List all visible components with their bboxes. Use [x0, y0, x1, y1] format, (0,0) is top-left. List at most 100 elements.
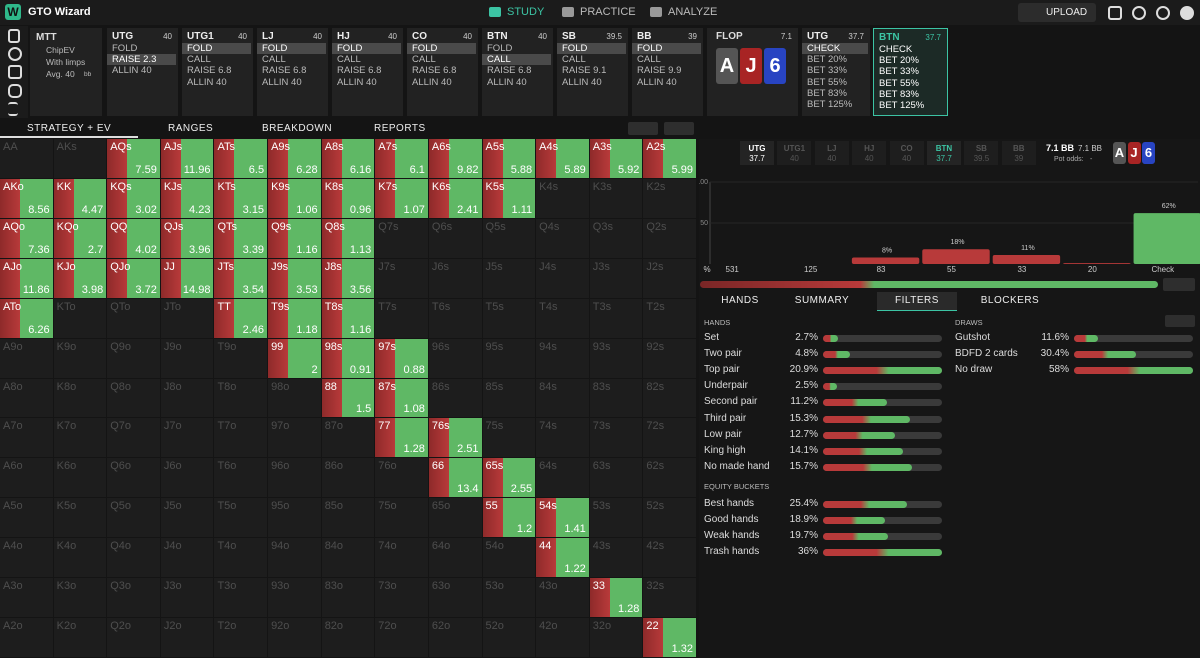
hand-cell-empty[interactable]: 97o: [268, 418, 321, 458]
hand-cell[interactable]: A3s 5.92: [589, 139, 643, 178]
hand-cell-empty[interactable]: 76o: [375, 458, 428, 498]
view-tab[interactable]: RANGES: [168, 123, 214, 134]
action-selected[interactable]: FOLD: [257, 43, 326, 54]
hand-cell[interactable]: ATs 6.5: [214, 139, 268, 178]
hand-cell-empty[interactable]: 42s: [643, 538, 696, 578]
hand-cell-empty[interactable]: K2o: [53, 618, 107, 657]
hand-cell[interactable]: KQs 3.02: [107, 178, 160, 218]
hand-cell-empty[interactable]: Q4o: [107, 538, 160, 578]
hand-cell-empty[interactable]: A4o: [0, 538, 53, 578]
nav-tab[interactable]: PRACTICE: [580, 6, 636, 18]
hand-cell-empty[interactable]: T9o: [214, 338, 268, 378]
hand-cell-empty[interactable]: Q6o: [107, 458, 160, 498]
hand-cell[interactable]: TT 2.46: [214, 298, 268, 338]
hand-cell-empty[interactable]: T4o: [214, 538, 268, 578]
hand-cell-empty[interactable]: 52s: [643, 498, 696, 538]
action-selected[interactable]: FOLD: [332, 43, 401, 54]
hand-cell-empty[interactable]: 42o: [536, 618, 589, 657]
hand-cell[interactable]: AQs 7.59: [107, 139, 160, 178]
hand-cell-empty[interactable]: Q8o: [107, 378, 160, 418]
action-option[interactable]: BET 83%: [879, 88, 919, 100]
action-selected[interactable]: RAISE 2.3: [107, 54, 176, 66]
action-option[interactable]: BET 20%: [879, 55, 919, 67]
hand-cell[interactable]: 97s 0.88: [375, 338, 428, 378]
hand-cell-empty[interactable]: 92s: [643, 338, 696, 378]
hand-cell-empty[interactable]: J4s: [536, 258, 589, 298]
hand-cell[interactable]: A9s 6.28: [268, 139, 321, 178]
hand-cell-empty[interactable]: 53o: [482, 578, 536, 618]
hand-cell-empty[interactable]: Q2o: [107, 618, 160, 657]
hand-cell-empty[interactable]: 75o: [375, 498, 428, 538]
hand-cell[interactable]: QJs 3.96: [160, 218, 214, 258]
hand-cell-empty[interactable]: 72s: [643, 418, 696, 458]
hand-cell-empty[interactable]: J2o: [160, 618, 214, 657]
hand-cell-empty[interactable]: J9o: [160, 338, 214, 378]
hand-cell[interactable]: Q9s 1.16: [268, 218, 321, 258]
hand-cell[interactable]: 77 1.28: [375, 418, 428, 458]
action-option[interactable]: BET 83%: [807, 87, 847, 99]
action-option[interactable]: CALL: [187, 54, 211, 66]
hand-cell-empty[interactable]: 64o: [428, 538, 482, 578]
hand-cell-empty[interactable]: A9o: [0, 338, 53, 378]
panel-tab[interactable]: HANDS: [721, 295, 759, 306]
hand-cell-empty[interactable]: T8o: [214, 378, 268, 418]
action-option[interactable]: ALLIN 40: [112, 65, 152, 77]
hand-cell[interactable]: QTs 3.39: [214, 218, 268, 258]
player[interactable]: HJ 40: [852, 141, 887, 165]
action-selected[interactable]: FOLD: [632, 43, 701, 54]
action-option[interactable]: CALL: [337, 54, 361, 66]
hand-cell[interactable]: A4s 5.89: [536, 139, 589, 178]
hand-cell[interactable]: KTs 3.15: [214, 178, 268, 218]
hand-cell-empty[interactable]: T7s: [375, 298, 428, 338]
hand-cell[interactable]: AQo 7.36: [0, 218, 53, 258]
hand-cell[interactable]: J9s 3.53: [268, 258, 321, 298]
hand-cell[interactable]: K8s 0.96: [321, 178, 375, 218]
hand-cell[interactable]: 33 1.28: [589, 578, 643, 618]
view-tab[interactable]: BREAKDOWN: [262, 123, 333, 134]
hand-cell-empty[interactable]: 94s: [536, 338, 589, 378]
hand-cell[interactable]: KK 4.47: [53, 178, 107, 218]
icon[interactable]: [8, 102, 18, 116]
hand-cell[interactable]: T8s 1.16: [321, 298, 375, 338]
hand-cell-empty[interactable]: Q9o: [107, 338, 160, 378]
hand-cell-empty[interactable]: 84o: [321, 538, 375, 578]
hand-cell[interactable]: 99 2: [268, 338, 321, 378]
hand-cell[interactable]: 54s 1.41: [536, 498, 589, 538]
hand-cell-empty[interactable]: A8o: [0, 378, 53, 418]
hand-cell-empty[interactable]: K5o: [53, 498, 107, 538]
hand-cell[interactable]: QJo 3.72: [107, 258, 160, 298]
filter-toggle[interactable]: [1165, 315, 1195, 327]
hand-cell-empty[interactable]: Q5o: [107, 498, 160, 538]
hand-cell[interactable]: 22 1.32: [643, 618, 696, 657]
action-selected[interactable]: FOLD: [407, 43, 476, 54]
player[interactable]: BTN 37.7: [927, 141, 961, 165]
action-option[interactable]: ALLIN 40: [187, 76, 227, 88]
hand-cell-empty[interactable]: 98o: [268, 378, 321, 418]
player[interactable]: CO 40: [889, 141, 924, 165]
hand-cell-empty[interactable]: KTo: [53, 298, 107, 338]
hand-cell-empty[interactable]: AA: [0, 139, 53, 178]
hand-cell-empty[interactable]: T5o: [214, 498, 268, 538]
hand-cell[interactable]: KJs 4.23: [160, 178, 214, 218]
action-option[interactable]: CALL: [637, 54, 661, 66]
dropdown[interactable]: [664, 122, 694, 135]
hand-cell-empty[interactable]: 93o: [268, 578, 321, 618]
hand-cell-empty[interactable]: 72o: [375, 618, 428, 657]
action-option[interactable]: BET 55%: [807, 76, 847, 88]
hand-cell[interactable]: AJo 11.86: [0, 258, 53, 298]
hand-cell-empty[interactable]: 92o: [268, 618, 321, 657]
hand-cell-empty[interactable]: Q5s: [482, 218, 536, 258]
hand-cell-empty[interactable]: J7o: [160, 418, 214, 458]
hand-cell-empty[interactable]: 95o: [268, 498, 321, 538]
hand-cell[interactable]: 65s 2.55: [482, 458, 536, 498]
action-selected[interactable]: CHECK: [802, 43, 868, 54]
strip-options[interactable]: [1163, 278, 1195, 291]
hand-cell-empty[interactable]: T4s: [536, 298, 589, 338]
hand-cell[interactable]: JJ 14.98: [160, 258, 214, 298]
icon[interactable]: [8, 29, 20, 43]
action-option[interactable]: CALL: [562, 54, 586, 66]
panel-tab[interactable]: FILTERS: [877, 292, 957, 311]
view-tab[interactable]: STRATEGY + EV: [27, 123, 112, 134]
hand-cell[interactable]: KQo 2.7: [53, 218, 107, 258]
action-option[interactable]: BET 33%: [807, 65, 847, 77]
